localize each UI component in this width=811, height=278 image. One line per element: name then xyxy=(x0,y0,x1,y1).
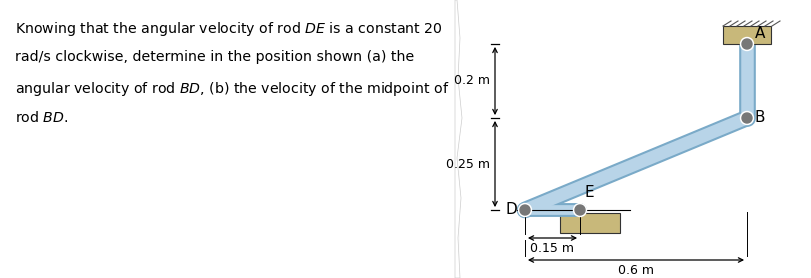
Polygon shape xyxy=(455,0,811,278)
Text: B: B xyxy=(755,110,766,125)
Text: rod $\mathit{BD}$.: rod $\mathit{BD}$. xyxy=(15,110,68,125)
Text: D: D xyxy=(505,202,517,217)
Circle shape xyxy=(740,111,753,125)
Text: 0.25 m: 0.25 m xyxy=(446,158,490,170)
Circle shape xyxy=(518,203,531,217)
Text: 0.2 m: 0.2 m xyxy=(454,75,490,88)
Text: rad/s clockwise, determine in the position shown (a) the: rad/s clockwise, determine in the positi… xyxy=(15,50,414,64)
Text: angular velocity of rod $\mathit{BD}$, (b) the velocity of the midpoint of: angular velocity of rod $\mathit{BD}$, (… xyxy=(15,80,449,98)
Bar xyxy=(723,26,771,44)
Text: 0.15 m: 0.15 m xyxy=(530,242,574,255)
Circle shape xyxy=(742,113,752,123)
Circle shape xyxy=(742,39,752,49)
Polygon shape xyxy=(0,0,460,278)
Text: E: E xyxy=(585,185,594,200)
Polygon shape xyxy=(455,0,462,278)
Circle shape xyxy=(575,205,585,215)
Text: 0.6 m: 0.6 m xyxy=(618,264,654,277)
Circle shape xyxy=(740,38,753,51)
Text: A: A xyxy=(755,26,766,41)
Circle shape xyxy=(573,203,586,217)
Bar xyxy=(560,213,620,233)
Text: Knowing that the angular velocity of rod $\mathit{DE}$ is a constant 20: Knowing that the angular velocity of rod… xyxy=(15,20,443,38)
Circle shape xyxy=(520,205,530,215)
